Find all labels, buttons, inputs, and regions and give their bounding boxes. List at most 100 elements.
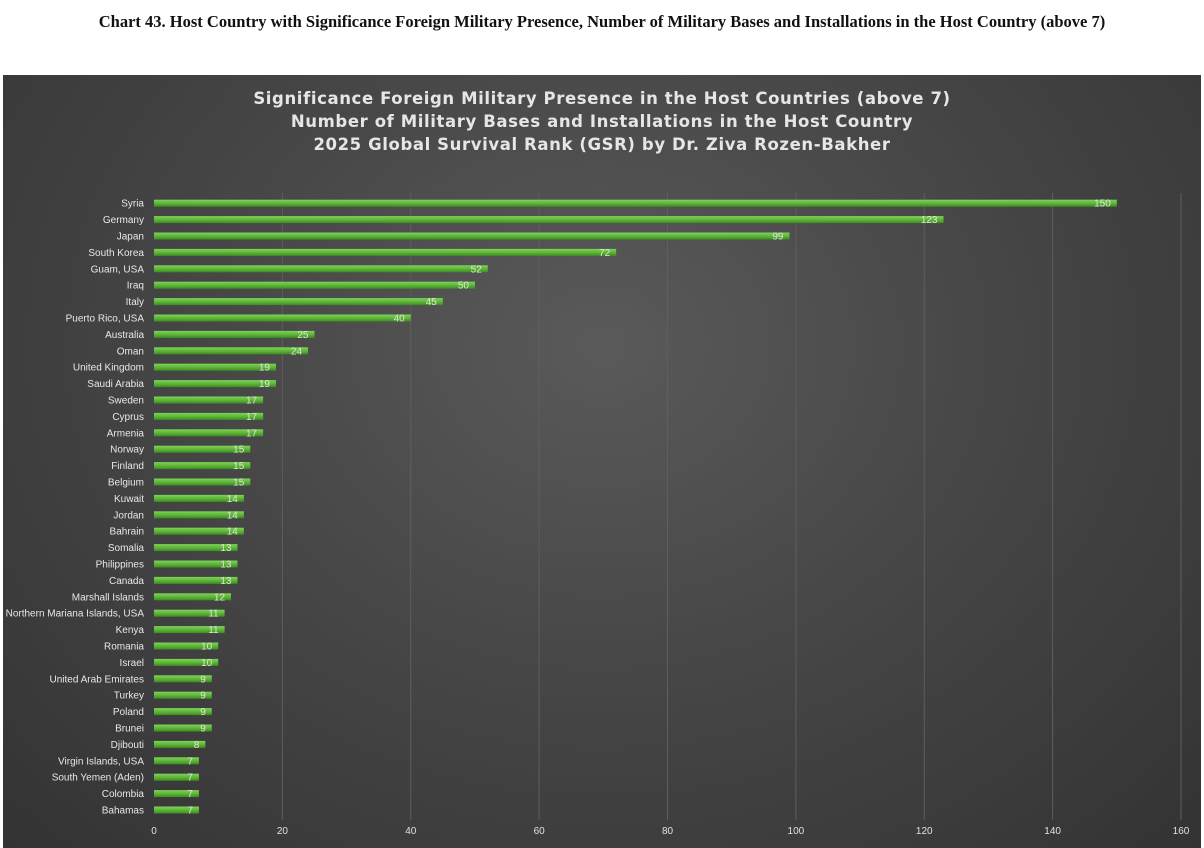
- data-label: 12: [214, 592, 226, 603]
- category-label: Israel: [120, 658, 144, 669]
- x-axis-ticks: 0 20 40 60 80 100 120 140 160: [151, 826, 1190, 837]
- category-label: United Arab Emirates: [50, 674, 145, 685]
- x-tick-label: 80: [662, 826, 674, 837]
- x-tick-label: 100: [788, 826, 805, 837]
- bar: [154, 396, 264, 404]
- category-label: Northern Mariana Islands, USA: [6, 609, 145, 620]
- category-label: Kuwait: [114, 494, 144, 505]
- bar: [154, 790, 199, 798]
- x-tick-label: 160: [1173, 826, 1190, 837]
- category-label: Bahamas: [102, 806, 144, 817]
- data-label: 25: [297, 330, 309, 341]
- chart-title-block: Significance Foreign Military Presence i…: [3, 87, 1201, 156]
- category-label: Jordan: [113, 510, 144, 521]
- data-label: 24: [291, 346, 303, 357]
- bar: [154, 248, 617, 256]
- data-label: 50: [458, 281, 470, 292]
- data-label: 7: [187, 789, 193, 800]
- bar: [154, 232, 790, 240]
- chart-title-line-1: Significance Foreign Military Presence i…: [253, 89, 951, 108]
- x-tick-label: 40: [405, 826, 417, 837]
- category-label: Kenya: [116, 625, 145, 636]
- data-label: 13: [220, 576, 232, 587]
- data-label: 15: [233, 478, 245, 489]
- bar: [154, 609, 225, 617]
- chart-title-line-2: Number of Military Bases and Installatio…: [290, 112, 914, 131]
- category-label: Philippines: [96, 560, 144, 571]
- bar: [154, 675, 212, 683]
- data-label: 10: [201, 642, 213, 653]
- category-label: Virgin Islands, USA: [58, 756, 144, 767]
- x-tick-label: 140: [1044, 826, 1061, 837]
- data-label: 72: [599, 248, 611, 259]
- data-label: 17: [246, 396, 258, 407]
- x-tick-label: 120: [916, 826, 933, 837]
- category-label: Djibouti: [111, 740, 144, 751]
- category-label: Turkey: [114, 691, 144, 702]
- data-label: 7: [187, 756, 193, 767]
- category-label: Australia: [105, 330, 144, 341]
- bar: [154, 412, 264, 420]
- bar: [154, 740, 206, 748]
- data-label: 9: [200, 691, 206, 702]
- data-label: 9: [200, 707, 206, 718]
- bar: [154, 626, 225, 634]
- category-label: Finland: [111, 461, 144, 472]
- category-label: Colombia: [102, 789, 145, 800]
- category-label: South Yemen (Aden): [52, 773, 144, 784]
- data-label: 13: [220, 543, 232, 554]
- data-label: 19: [259, 363, 271, 374]
- category-label: Brunei: [115, 724, 144, 735]
- data-label: 13: [220, 560, 232, 571]
- bar: [154, 478, 251, 486]
- bar: [154, 757, 199, 765]
- data-label: 40: [394, 314, 406, 325]
- data-label: 150: [1094, 199, 1111, 210]
- bar: [154, 527, 244, 535]
- chart-panel: Significance Foreign Military Presence i…: [3, 75, 1201, 848]
- category-label: Guam, USA: [91, 264, 145, 275]
- bar: [154, 199, 1117, 207]
- data-label: 11: [208, 609, 219, 620]
- data-label: 14: [227, 510, 239, 521]
- data-label: 52: [471, 264, 483, 275]
- category-label: Germany: [103, 215, 144, 226]
- category-label: Canada: [109, 576, 144, 587]
- bar: [154, 216, 944, 224]
- category-label: Marshall Islands: [72, 592, 144, 603]
- category-label: Cyprus: [112, 412, 144, 423]
- category-label: Somalia: [108, 543, 145, 554]
- category-label: United Kingdom: [73, 363, 144, 374]
- category-label: Armenia: [107, 428, 145, 439]
- category-label: Syria: [121, 199, 144, 210]
- category-label: Norway: [110, 445, 144, 456]
- chart-title-line-3: 2025 Global Survival Rank (GSR) by Dr. Z…: [313, 135, 891, 154]
- data-label: 17: [246, 412, 258, 423]
- bar: [154, 462, 251, 470]
- bar: [154, 724, 212, 732]
- bar: [154, 281, 475, 289]
- bar: [154, 642, 219, 650]
- bar: [154, 544, 238, 552]
- data-label: 8: [194, 740, 200, 751]
- category-label: South Korea: [88, 248, 144, 259]
- data-label: 15: [233, 461, 245, 472]
- category-label: Japan: [117, 232, 144, 243]
- data-label: 45: [426, 297, 438, 308]
- bar: [154, 560, 238, 568]
- bar: [154, 363, 276, 371]
- data-label: 7: [187, 773, 193, 784]
- bar: [154, 445, 251, 453]
- bar: [154, 265, 488, 273]
- data-label: 17: [246, 428, 258, 439]
- data-label: 123: [921, 215, 938, 226]
- bar: [154, 691, 212, 699]
- bar: [154, 330, 315, 338]
- data-label: 7: [187, 806, 193, 817]
- bar: [154, 380, 276, 388]
- bar: [154, 429, 264, 437]
- data-label: 99: [772, 232, 784, 243]
- category-label: Italy: [126, 297, 144, 308]
